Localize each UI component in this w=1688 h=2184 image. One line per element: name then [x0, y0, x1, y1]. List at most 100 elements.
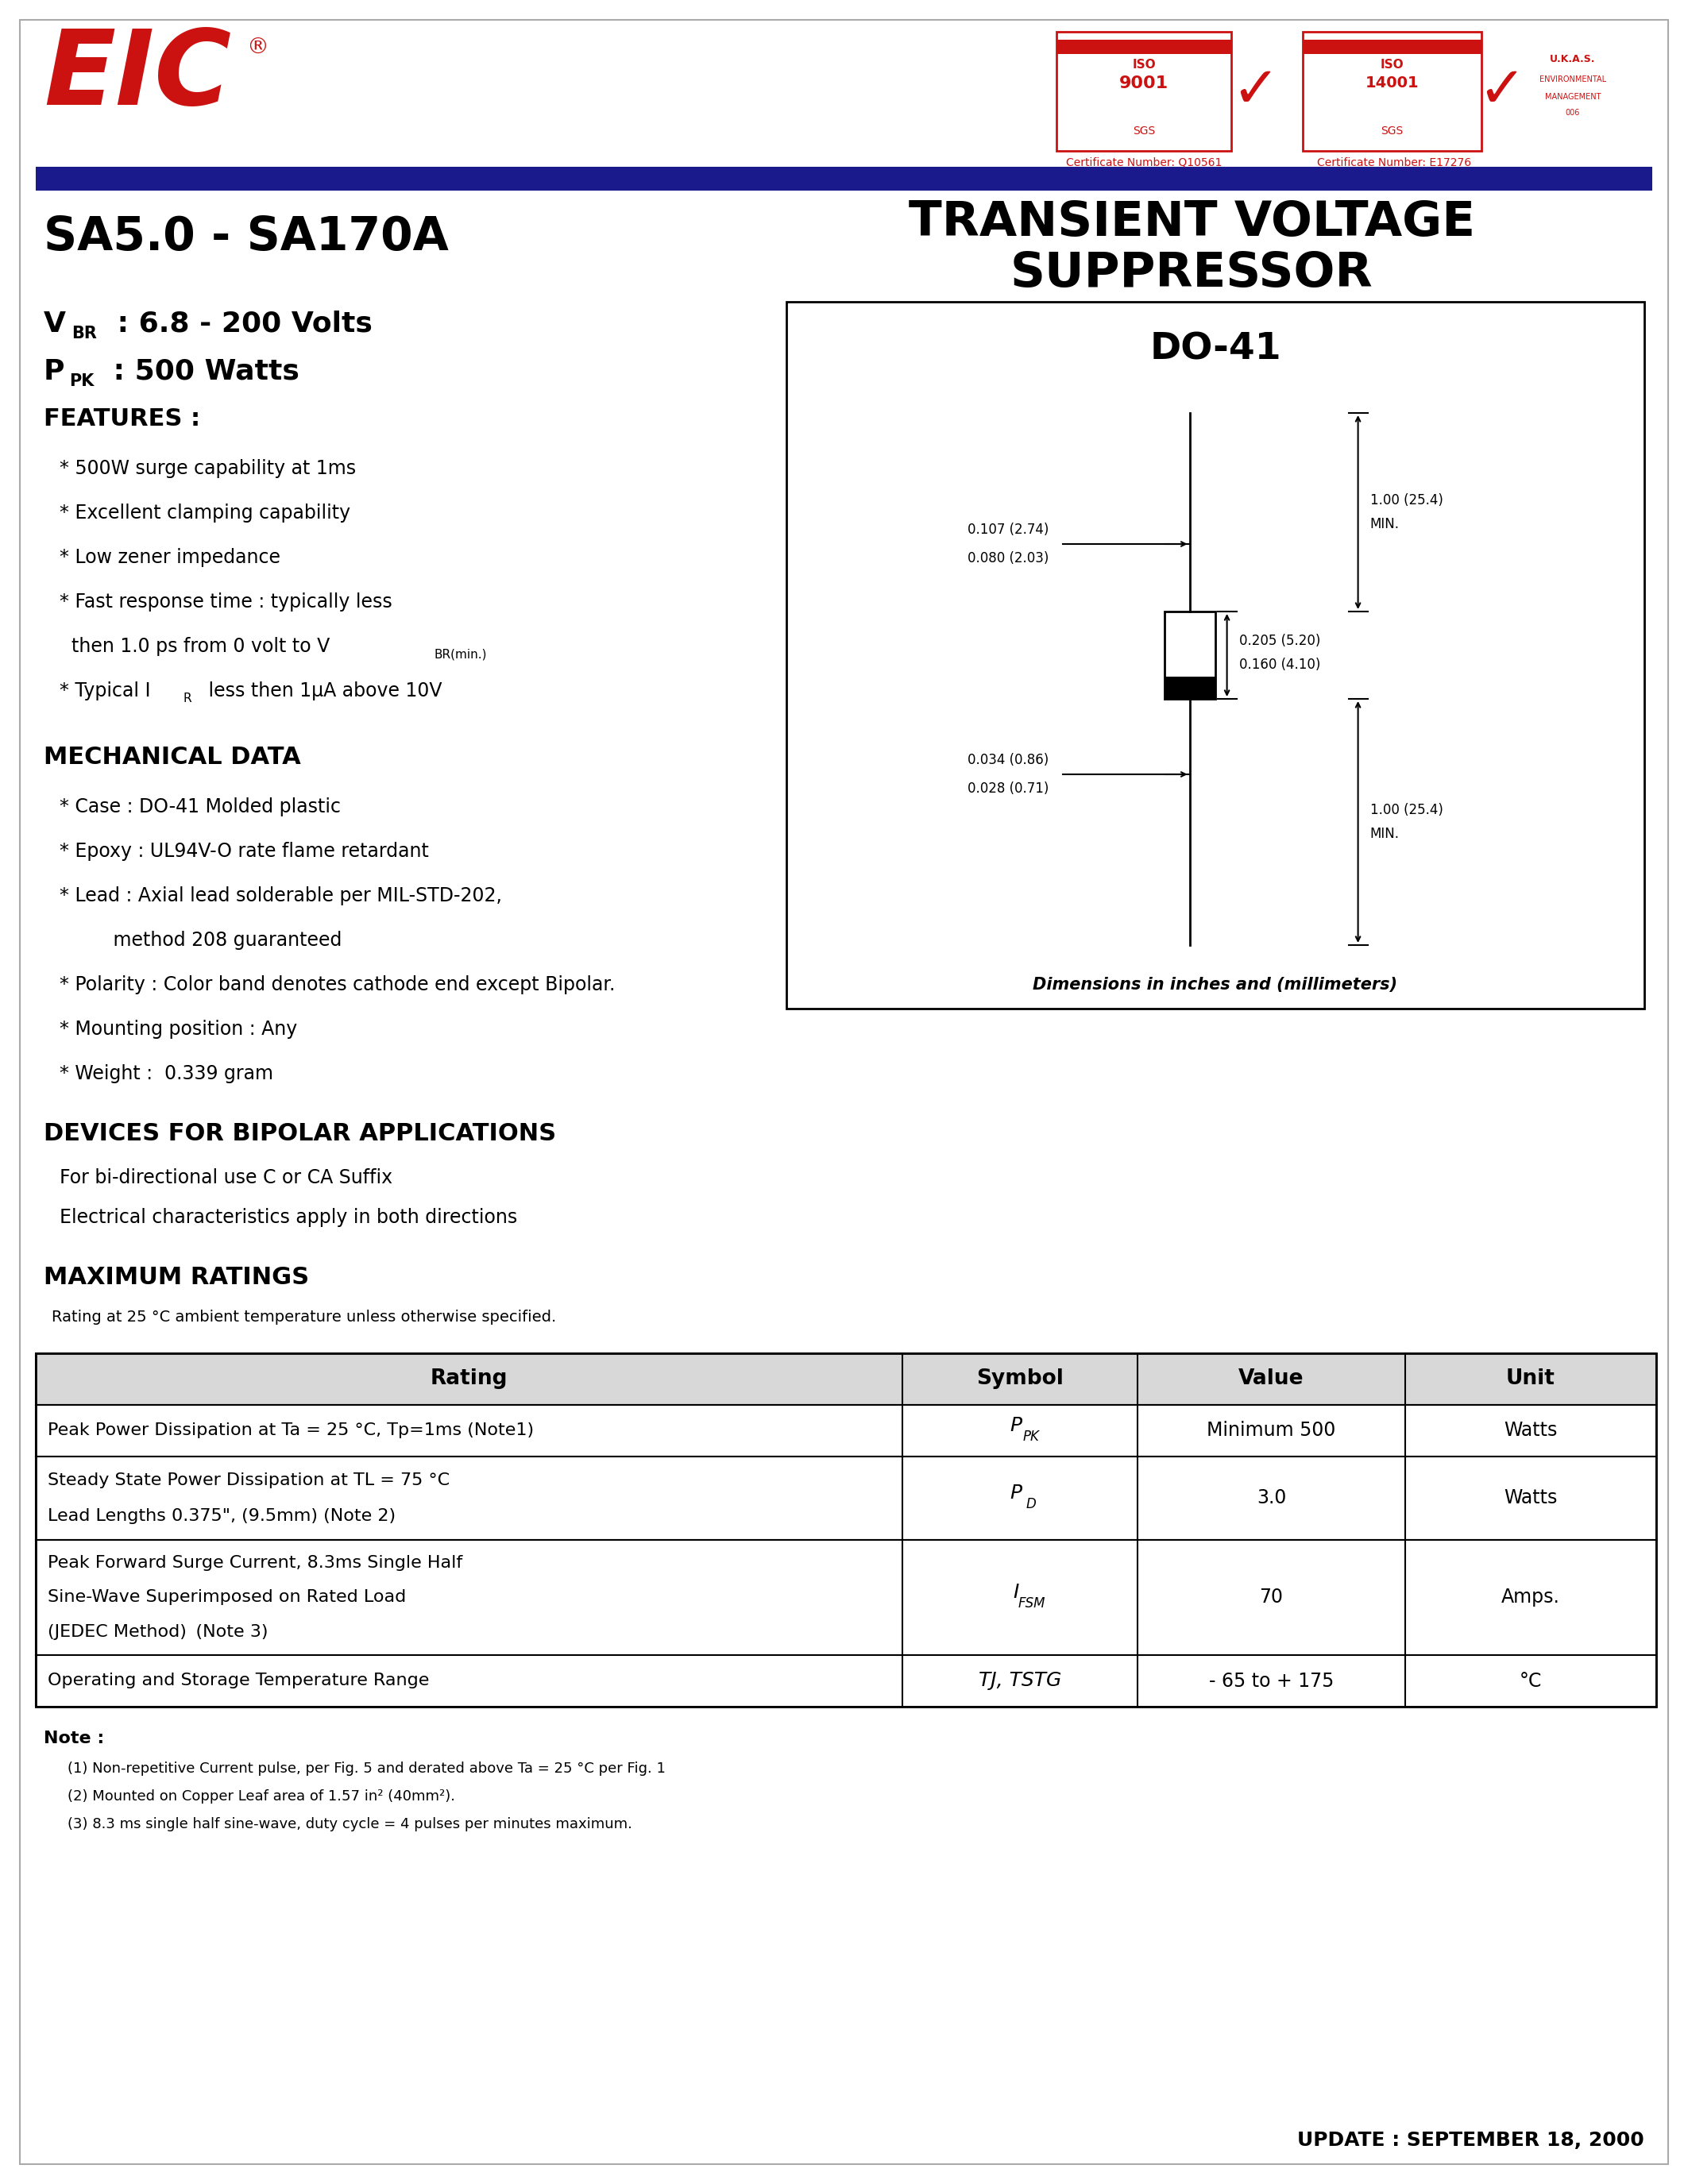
- Text: Rating: Rating: [430, 1369, 508, 1389]
- Text: method 208 guaranteed: method 208 guaranteed: [59, 930, 343, 950]
- Text: Peak Forward Surge Current, 8.3ms Single Half: Peak Forward Surge Current, 8.3ms Single…: [47, 1555, 463, 1570]
- Text: BR: BR: [71, 325, 96, 341]
- Text: * Mounting position : Any: * Mounting position : Any: [59, 1020, 297, 1040]
- Bar: [1303, 39, 1482, 55]
- Text: MIN.: MIN.: [1371, 518, 1399, 531]
- Text: Symbol: Symbol: [977, 1369, 1063, 1389]
- Text: U.K.A.S.: U.K.A.S.: [1550, 55, 1595, 66]
- Text: MIN.: MIN.: [1371, 828, 1399, 841]
- Text: * Epoxy : UL94V-O rate flame retardant: * Epoxy : UL94V-O rate flame retardant: [59, 841, 429, 860]
- Text: Rating at 25 °C ambient temperature unless otherwise specified.: Rating at 25 °C ambient temperature unle…: [52, 1310, 557, 1326]
- Text: P: P: [1009, 1483, 1023, 1503]
- Text: MANAGEMENT: MANAGEMENT: [1545, 94, 1600, 100]
- Text: 1.00 (25.4): 1.00 (25.4): [1371, 494, 1443, 507]
- Bar: [1165, 612, 1215, 699]
- Text: * Low zener impedance: * Low zener impedance: [59, 548, 280, 568]
- Text: Watts: Watts: [1504, 1489, 1558, 1507]
- Text: Value: Value: [1239, 1369, 1305, 1389]
- Text: FEATURES :: FEATURES :: [44, 408, 201, 430]
- Text: 0.028 (0.71): 0.028 (0.71): [967, 782, 1048, 795]
- Text: Amps.: Amps.: [1501, 1588, 1560, 1607]
- Bar: [1057, 33, 1231, 151]
- Bar: [1057, 39, 1231, 55]
- Text: ISO: ISO: [1133, 59, 1156, 72]
- Bar: [1303, 33, 1482, 151]
- Text: 3.0: 3.0: [1256, 1489, 1286, 1507]
- Text: ®: ®: [246, 37, 268, 59]
- Text: * Typical I: * Typical I: [59, 681, 150, 701]
- Text: * 500W surge capability at 1ms: * 500W surge capability at 1ms: [59, 459, 356, 478]
- Text: P: P: [44, 358, 64, 384]
- Text: Electrical characteristics apply in both directions: Electrical characteristics apply in both…: [59, 1208, 517, 1227]
- Text: °C: °C: [1519, 1671, 1541, 1690]
- Text: PK: PK: [69, 373, 95, 389]
- Text: : 6.8 - 200 Volts: : 6.8 - 200 Volts: [108, 310, 373, 339]
- Text: * Fast response time : typically less: * Fast response time : typically less: [59, 592, 392, 612]
- Bar: [35, 1354, 1656, 1404]
- Text: (3) 8.3 ms single half sine-wave, duty cycle = 4 pulses per minutes maximum.: (3) 8.3 ms single half sine-wave, duty c…: [68, 1817, 633, 1832]
- Text: 0.034 (0.86): 0.034 (0.86): [967, 753, 1048, 767]
- Text: DEVICES FOR BIPOLAR APPLICATIONS: DEVICES FOR BIPOLAR APPLICATIONS: [44, 1123, 555, 1147]
- Text: 9001: 9001: [1119, 76, 1168, 92]
- Text: For bi-directional use C or CA Suffix: For bi-directional use C or CA Suffix: [59, 1168, 393, 1188]
- Text: 1.00 (25.4): 1.00 (25.4): [1371, 804, 1443, 817]
- Text: SGS: SGS: [1381, 124, 1403, 138]
- Text: V: V: [44, 310, 66, 339]
- Text: * Polarity : Color band denotes cathode end except Bipolar.: * Polarity : Color band denotes cathode …: [59, 976, 614, 994]
- Text: then 1.0 ps from 0 volt to V: then 1.0 ps from 0 volt to V: [59, 638, 329, 655]
- Text: D: D: [1026, 1498, 1036, 1511]
- Text: SGS: SGS: [1133, 124, 1155, 138]
- Text: Operating and Storage Temperature Range: Operating and Storage Temperature Range: [47, 1673, 429, 1688]
- Text: Certificate Number: E17276: Certificate Number: E17276: [1317, 157, 1472, 168]
- Text: DO-41: DO-41: [1150, 332, 1281, 367]
- Text: Watts: Watts: [1504, 1422, 1558, 1439]
- Text: SUPPRESSOR: SUPPRESSOR: [1009, 251, 1372, 297]
- Text: (2) Mounted on Copper Leaf area of 1.57 in² (40mm²).: (2) Mounted on Copper Leaf area of 1.57 …: [68, 1789, 456, 1804]
- Text: * Lead : Axial lead solderable per MIL-STD-202,: * Lead : Axial lead solderable per MIL-S…: [59, 887, 501, 906]
- Text: Lead Lengths 0.375", (9.5mm) (Note 2): Lead Lengths 0.375", (9.5mm) (Note 2): [47, 1509, 395, 1524]
- Bar: [35, 1457, 1656, 1540]
- Bar: [35, 1354, 1656, 1706]
- Text: TJ, TSTG: TJ, TSTG: [979, 1671, 1062, 1690]
- Text: R: R: [184, 692, 192, 705]
- Text: Steady State Power Dissipation at TL = 75 °C: Steady State Power Dissipation at TL = 7…: [47, 1472, 449, 1487]
- Bar: [787, 301, 1644, 1009]
- Text: I: I: [1013, 1583, 1020, 1603]
- Text: SA5.0 - SA170A: SA5.0 - SA170A: [44, 214, 449, 260]
- Bar: [35, 1540, 1656, 1655]
- Text: EIC: EIC: [44, 24, 231, 127]
- Text: 70: 70: [1259, 1588, 1283, 1607]
- Text: less then 1μA above 10V: less then 1μA above 10V: [203, 681, 442, 701]
- Text: MAXIMUM RATINGS: MAXIMUM RATINGS: [44, 1267, 309, 1289]
- Bar: [1165, 677, 1215, 699]
- Text: BR(min.): BR(min.): [434, 649, 488, 660]
- Text: * Case : DO-41 Molded plastic: * Case : DO-41 Molded plastic: [59, 797, 341, 817]
- Bar: [35, 1655, 1656, 1706]
- Text: UPDATE : SEPTEMBER 18, 2000: UPDATE : SEPTEMBER 18, 2000: [1298, 2132, 1644, 2149]
- Text: - 65 to + 175: - 65 to + 175: [1209, 1671, 1334, 1690]
- Text: * Weight :  0.339 gram: * Weight : 0.339 gram: [59, 1064, 273, 1083]
- Text: ✓: ✓: [1477, 63, 1526, 118]
- Text: Minimum 500: Minimum 500: [1207, 1422, 1335, 1439]
- Bar: [35, 1404, 1656, 1457]
- Text: MECHANICAL DATA: MECHANICAL DATA: [44, 747, 300, 769]
- Text: ENVIRONMENTAL: ENVIRONMENTAL: [1539, 76, 1607, 83]
- Text: Certificate Number: Q10561: Certificate Number: Q10561: [1065, 157, 1222, 168]
- Bar: [35, 166, 1653, 190]
- Text: Unit: Unit: [1506, 1369, 1555, 1389]
- Bar: [35, 1354, 1656, 1404]
- Text: 0.160 (4.10): 0.160 (4.10): [1239, 657, 1320, 673]
- Text: 0.080 (2.03): 0.080 (2.03): [967, 550, 1048, 566]
- Text: 006: 006: [1565, 109, 1580, 116]
- Text: Sine-Wave Superimposed on Rated Load: Sine-Wave Superimposed on Rated Load: [47, 1590, 407, 1605]
- Text: PK: PK: [1023, 1431, 1040, 1444]
- Text: Dimensions in inches and (millimeters): Dimensions in inches and (millimeters): [1033, 976, 1398, 994]
- Text: : 500 Watts: : 500 Watts: [103, 358, 299, 384]
- Text: (JEDEC Method)  (Note 3): (JEDEC Method) (Note 3): [47, 1625, 268, 1640]
- Text: * Excellent clamping capability: * Excellent clamping capability: [59, 505, 351, 522]
- Text: ✓: ✓: [1231, 63, 1280, 118]
- Text: ISO: ISO: [1381, 59, 1404, 72]
- Text: 0.205 (5.20): 0.205 (5.20): [1239, 633, 1320, 649]
- Text: FSM: FSM: [1018, 1597, 1045, 1612]
- Text: 0.107 (2.74): 0.107 (2.74): [967, 522, 1048, 537]
